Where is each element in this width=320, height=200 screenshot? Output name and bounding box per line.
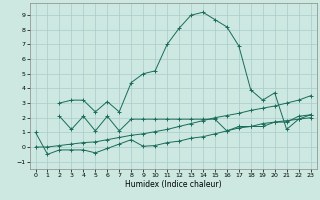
X-axis label: Humidex (Indice chaleur): Humidex (Indice chaleur) <box>125 180 221 189</box>
